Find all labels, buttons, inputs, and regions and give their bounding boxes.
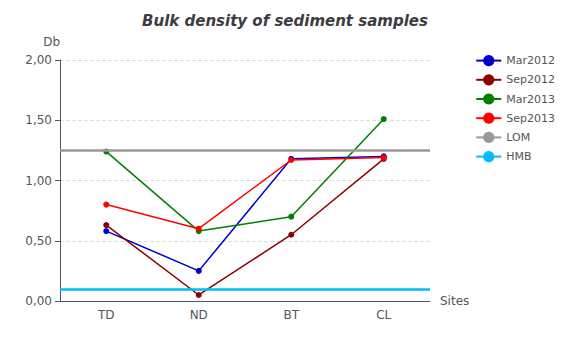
svg-text:Db: Db [43, 35, 60, 49]
svg-text:CL: CL [376, 308, 391, 322]
svg-text:Mar2012: Mar2012 [506, 54, 555, 67]
svg-text:2,00: 2,00 [25, 53, 52, 67]
svg-text:ND: ND [190, 308, 208, 322]
svg-text:0,50: 0,50 [25, 234, 52, 248]
svg-text:Sites: Sites [440, 294, 469, 308]
svg-text:Sep2012: Sep2012 [506, 73, 555, 86]
svg-text:Bulk density of sediment sampl: Bulk density of sediment samples [142, 12, 428, 30]
svg-text:HMB: HMB [506, 150, 531, 163]
svg-text:LOM: LOM [506, 131, 530, 144]
svg-text:Sep2013: Sep2013 [506, 112, 555, 125]
svg-text:1,00: 1,00 [25, 174, 52, 188]
svg-text:Mar2013: Mar2013 [506, 93, 555, 106]
svg-text:1,50: 1,50 [25, 113, 52, 127]
svg-text:TD: TD [97, 308, 115, 322]
svg-text:BT: BT [283, 308, 299, 322]
svg-text:0,00: 0,00 [25, 294, 52, 308]
